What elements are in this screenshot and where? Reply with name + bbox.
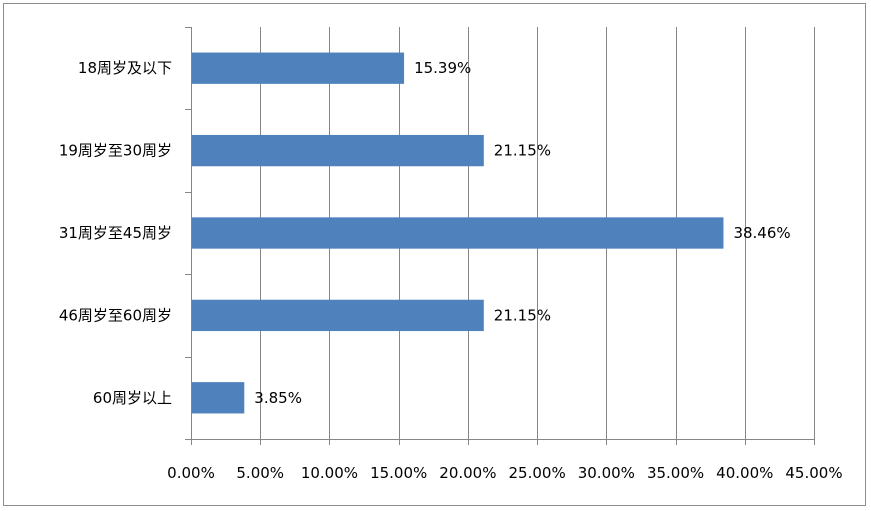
bar[interactable] [192,382,245,414]
data-label: 3.85% [254,389,302,407]
data-label: 21.15% [494,142,551,160]
bar[interactable] [192,52,405,84]
category-label: 31周岁至45周岁 [59,224,172,242]
data-label: 15.39% [414,59,471,77]
x-tick-label: 15.00% [370,464,427,482]
bar[interactable] [192,134,484,167]
chart-frame [3,3,866,506]
bar[interactable] [192,299,484,332]
x-tick-label: 10.00% [301,464,358,482]
x-tick-label: 30.00% [578,464,635,482]
x-tick-label: 5.00% [236,464,284,482]
x-tick-label: 45.00% [785,464,842,482]
category-label: 60周岁以上 [93,389,172,407]
x-tick-label: 0.00% [167,464,215,482]
data-label: 38.46% [733,224,790,242]
category-label: 19周岁至30周岁 [59,142,172,160]
data-label: 21.15% [494,306,551,324]
x-tick-label: 25.00% [509,464,566,482]
x-tick-label: 40.00% [716,464,773,482]
category-label: 46周岁至60周岁 [59,306,172,324]
x-tick-label: 35.00% [647,464,704,482]
bar[interactable] [192,217,724,249]
x-tick-label: 20.00% [439,464,496,482]
category-label: 18周岁及以下 [78,59,172,77]
